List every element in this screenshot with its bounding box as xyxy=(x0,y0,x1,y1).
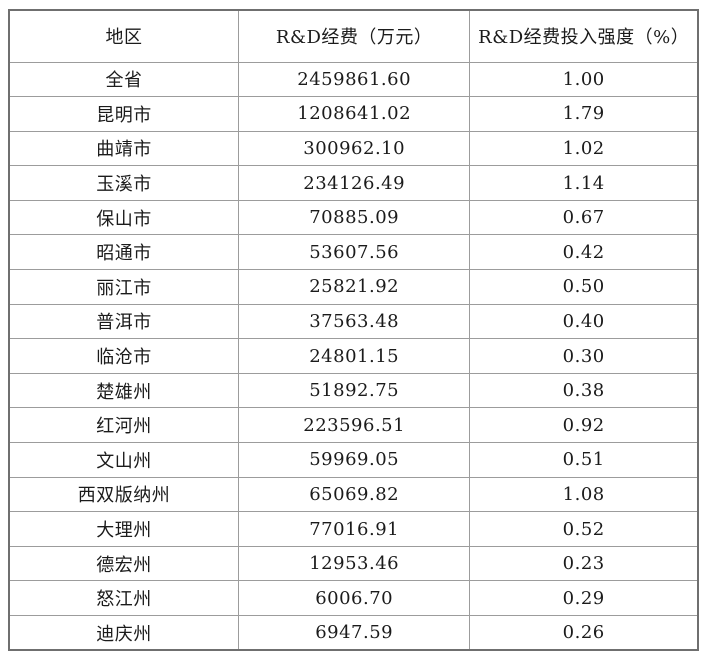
funding-cell: 70885.09 xyxy=(237,199,471,236)
table-row: 普洱市 37563.48 0.40 xyxy=(8,303,699,340)
funding-cell: 12953.46 xyxy=(237,545,471,582)
region-cell: 曲靖市 xyxy=(8,130,239,167)
intensity-cell: 0.51 xyxy=(469,442,699,478)
intensity-cell: 0.50 xyxy=(469,269,699,305)
region-cell: 丽江市 xyxy=(8,269,239,305)
intensity-cell: 1.02 xyxy=(469,130,699,167)
intensity-cell: 0.30 xyxy=(469,338,699,374)
region-cell: 红河州 xyxy=(8,407,239,444)
table-row: 楚雄州 51892.75 0.38 xyxy=(8,372,699,409)
column-header: 地区 xyxy=(8,9,239,63)
table-row: 大理州 77016.91 0.52 xyxy=(8,511,699,547)
funding-cell: 53607.56 xyxy=(237,234,471,271)
table-row: 全省 2459861.60 1.00 xyxy=(8,61,699,98)
column-header: R&D经费（万元） xyxy=(237,9,471,63)
funding-cell: 25821.92 xyxy=(237,269,471,305)
intensity-cell: 0.38 xyxy=(469,372,699,409)
column-header: R&D经费投入强度（%） xyxy=(469,9,699,63)
table-row: 西双版纳州 65069.82 1.08 xyxy=(8,476,699,513)
region-cell: 文山州 xyxy=(8,442,239,478)
intensity-cell: 1.14 xyxy=(469,165,699,201)
region-cell: 楚雄州 xyxy=(8,372,239,409)
region-cell: 西双版纳州 xyxy=(8,476,239,513)
intensity-cell: 0.40 xyxy=(469,303,699,340)
region-cell: 怒江州 xyxy=(8,580,239,616)
funding-cell: 77016.91 xyxy=(237,511,471,547)
funding-cell: 37563.48 xyxy=(237,303,471,340)
region-cell: 玉溪市 xyxy=(8,165,239,201)
funding-cell: 223596.51 xyxy=(237,407,471,444)
funding-cell: 6006.70 xyxy=(237,580,471,616)
table-row: 文山州 59969.05 0.51 xyxy=(8,442,699,478)
table-row: 玉溪市 234126.49 1.14 xyxy=(8,165,699,201)
table-body: 全省 2459861.60 1.00 昆明市 1208641.02 1.79 曲靖市 3009… xyxy=(8,61,699,651)
rd-funding-table: 地区 R&D经费（万元） R&D经费投入强度（%） 全省 2459861.60 1.00… xyxy=(8,9,699,652)
funding-cell: 6947.59 xyxy=(237,615,471,651)
intensity-cell: 0.52 xyxy=(469,511,699,547)
table-header: 地区 R&D经费（万元） R&D经费投入强度（%） xyxy=(8,9,699,63)
region-cell: 迪庆州 xyxy=(8,615,239,651)
intensity-cell: 1.00 xyxy=(469,61,699,98)
funding-cell: 2459861.60 xyxy=(237,61,471,98)
table-row: 曲靖市 300962.10 1.02 xyxy=(8,130,699,167)
region-cell: 普洱市 xyxy=(8,303,239,340)
funding-cell: 51892.75 xyxy=(237,372,471,409)
region-cell: 昭通市 xyxy=(8,234,239,271)
region-cell: 全省 xyxy=(8,61,239,98)
intensity-cell: 1.08 xyxy=(469,476,699,513)
intensity-cell: 1.79 xyxy=(469,96,699,132)
intensity-cell: 0.23 xyxy=(469,545,699,582)
funding-cell: 1208641.02 xyxy=(237,96,471,132)
funding-cell: 300962.10 xyxy=(237,130,471,167)
table-row: 昭通市 53607.56 0.42 xyxy=(8,234,699,271)
funding-cell: 65069.82 xyxy=(237,476,471,513)
table-row: 保山市 70885.09 0.67 xyxy=(8,199,699,236)
region-cell: 昆明市 xyxy=(8,96,239,132)
funding-cell: 234126.49 xyxy=(237,165,471,201)
intensity-cell: 0.29 xyxy=(469,580,699,616)
table-row: 丽江市 25821.92 0.50 xyxy=(8,269,699,305)
table-row: 昆明市 1208641.02 1.79 xyxy=(8,96,699,132)
table-row: 德宏州 12953.46 0.23 xyxy=(8,545,699,582)
funding-cell: 59969.05 xyxy=(237,442,471,478)
table-row: 临沧市 24801.15 0.30 xyxy=(8,338,699,374)
region-cell: 保山市 xyxy=(8,199,239,236)
intensity-cell: 0.42 xyxy=(469,234,699,271)
intensity-cell: 0.67 xyxy=(469,199,699,236)
table-row: 迪庆州 6947.59 0.26 xyxy=(8,615,699,651)
header-row: 地区 R&D经费（万元） R&D经费投入强度（%） xyxy=(8,9,699,63)
region-cell: 大理州 xyxy=(8,511,239,547)
table-row: 怒江州 6006.70 0.29 xyxy=(8,580,699,616)
table-row: 红河州 223596.51 0.92 xyxy=(8,407,699,444)
intensity-cell: 0.26 xyxy=(469,615,699,651)
funding-cell: 24801.15 xyxy=(237,338,471,374)
region-cell: 德宏州 xyxy=(8,545,239,582)
region-cell: 临沧市 xyxy=(8,338,239,374)
intensity-cell: 0.92 xyxy=(469,407,699,444)
